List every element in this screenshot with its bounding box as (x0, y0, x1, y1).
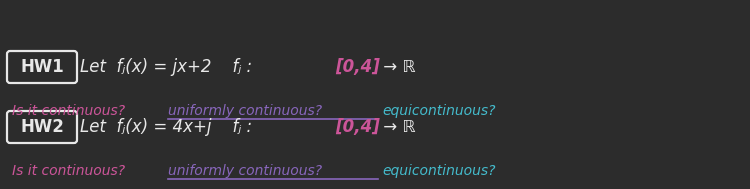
Text: Let  fⱼ(x) = jx+2    fⱼ :: Let fⱼ(x) = jx+2 fⱼ : (80, 58, 257, 76)
Text: Let  fⱼ(x) = 4x+j    fⱼ :: Let fⱼ(x) = 4x+j fⱼ : (80, 118, 257, 136)
Text: Is it continuous?: Is it continuous? (12, 164, 125, 178)
Text: [0,4]: [0,4] (335, 118, 380, 136)
Text: uniformly continuous?: uniformly continuous? (168, 104, 322, 118)
Text: equicontinuous?: equicontinuous? (382, 164, 496, 178)
Text: uniformly continuous?: uniformly continuous? (168, 164, 322, 178)
Text: HW2: HW2 (20, 118, 64, 136)
Text: Is it continuous?: Is it continuous? (12, 104, 125, 118)
Text: HW1: HW1 (20, 58, 64, 76)
Text: → ℝ: → ℝ (378, 58, 416, 76)
Text: equicontinuous?: equicontinuous? (382, 104, 496, 118)
Text: → ℝ: → ℝ (378, 118, 416, 136)
Text: [0,4]: [0,4] (335, 58, 380, 76)
